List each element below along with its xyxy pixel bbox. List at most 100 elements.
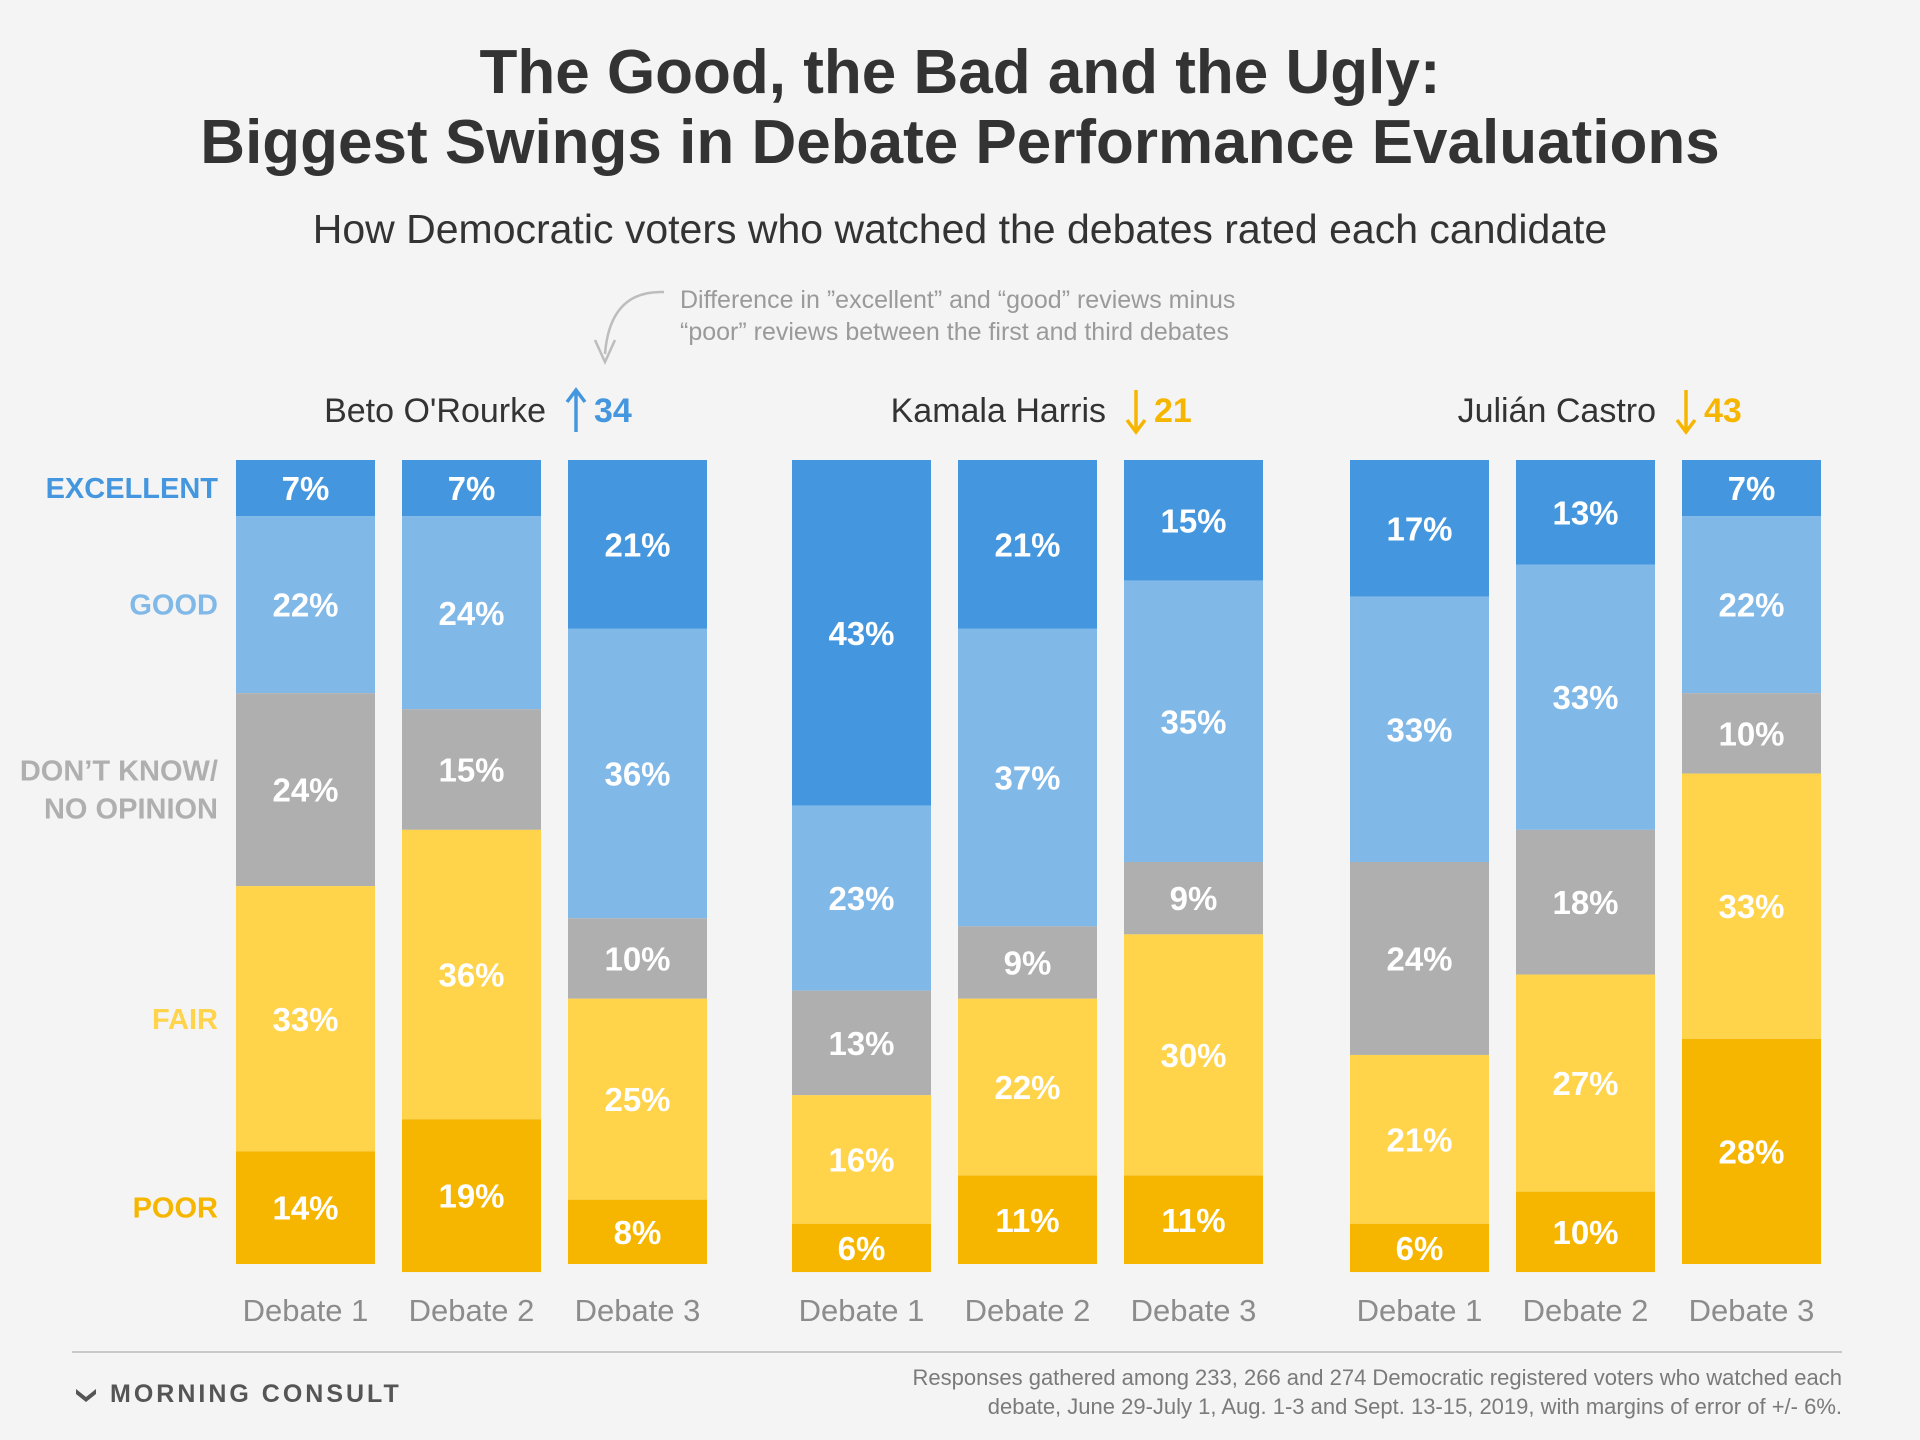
chart-title-line-2: Biggest Swings in Debate Performance Eva… bbox=[200, 108, 1720, 177]
bar-segment-beto-o-rourke-dont_know-debate-3 bbox=[568, 918, 707, 999]
data-label-juli-n-castro-good-debate-1: 33% bbox=[1386, 711, 1452, 748]
change-value-kamala-harris: 21 bbox=[1154, 392, 1192, 430]
bar-segment-kamala-harris-dont_know-debate-1 bbox=[792, 990, 931, 1096]
chart-subtitle: How Democratic voters who watched the de… bbox=[312, 206, 1608, 252]
bar-segment-kamala-harris-fair-debate-3 bbox=[1124, 934, 1263, 1176]
candidate-name-juli-n-castro: Julián Castro bbox=[1458, 392, 1656, 430]
data-label-kamala-harris-poor-debate-3: 11% bbox=[1161, 1202, 1225, 1239]
annotation-line-2: “poor” reviews between the first and thi… bbox=[680, 318, 1229, 346]
data-label-beto-o-rourke-poor-debate-3: 8% bbox=[614, 1214, 662, 1251]
x-tick-label-beto-o-rourke-debate-1: Debate 1 bbox=[243, 1293, 369, 1328]
data-label-kamala-harris-dont_know-debate-1: 13% bbox=[828, 1025, 894, 1062]
row-label-poor: POOR bbox=[133, 1193, 218, 1225]
chart-title: The Good, the Bad and the Ugly: Biggest … bbox=[0, 38, 1920, 178]
data-label-beto-o-rourke-fair-debate-2: 36% bbox=[438, 957, 504, 994]
bar-segment-kamala-harris-poor-debate-2 bbox=[958, 1175, 1097, 1264]
bar-segment-beto-o-rourke-dont_know-debate-1 bbox=[236, 693, 375, 887]
logo: MORNING CONSULT bbox=[74, 1380, 402, 1409]
data-label-beto-o-rourke-fair-debate-3: 25% bbox=[604, 1081, 670, 1118]
x-tick-label-kamala-harris-debate-3: Debate 3 bbox=[1131, 1293, 1257, 1328]
data-label-beto-o-rourke-dont_know-debate-2: 15% bbox=[438, 752, 504, 789]
bar-segment-juli-n-castro-good-debate-1 bbox=[1350, 596, 1489, 862]
data-label-juli-n-castro-excellent-debate-1: 17% bbox=[1386, 510, 1452, 547]
x-tick-label-kamala-harris-debate-1: Debate 1 bbox=[799, 1293, 925, 1328]
row-label-fair: FAIR bbox=[152, 1004, 218, 1036]
bar-segment-beto-o-rourke-dont_know-debate-2 bbox=[402, 709, 541, 830]
x-tick-label-beto-o-rourke-debate-3: Debate 3 bbox=[575, 1293, 701, 1328]
data-label-kamala-harris-excellent-debate-3: 15% bbox=[1160, 502, 1226, 539]
data-label-juli-n-castro-dont_know-debate-2: 18% bbox=[1552, 884, 1618, 921]
data-label-beto-o-rourke-excellent-debate-1: 7% bbox=[282, 470, 330, 507]
data-label-beto-o-rourke-poor-debate-2: 19% bbox=[438, 1178, 504, 1215]
data-label-kamala-harris-dont_know-debate-2: 9% bbox=[1004, 945, 1052, 982]
stacked-bar-chart: EXCELLENT GOOD DON’T KNOW/NO OPINION FAIR PO… bbox=[20, 387, 1821, 1328]
data-label-beto-o-rourke-good-debate-2: 24% bbox=[438, 595, 504, 632]
data-label-kamala-harris-fair-debate-2: 22% bbox=[994, 1069, 1060, 1106]
down-arrow-icon bbox=[1675, 390, 1697, 435]
candidate-name-beto-o-rourke: Beto O'Rourke bbox=[324, 392, 546, 430]
data-label-kamala-harris-poor-debate-2: 11% bbox=[995, 1202, 1059, 1239]
bar-segment-beto-o-rourke-good-debate-1 bbox=[236, 516, 375, 694]
data-label-kamala-harris-dont_know-debate-3: 9% bbox=[1170, 880, 1218, 917]
x-tick-label-juli-n-castro-debate-2: Debate 2 bbox=[1523, 1293, 1649, 1328]
data-label-beto-o-rourke-fair-debate-1: 33% bbox=[272, 1001, 338, 1038]
data-label-juli-n-castro-poor-debate-1: 6% bbox=[1396, 1230, 1444, 1267]
bar-segment-beto-o-rourke-poor-debate-2 bbox=[402, 1119, 541, 1273]
bar-segment-beto-o-rourke-good-debate-2 bbox=[402, 516, 541, 710]
bar-segment-kamala-harris-good-debate-1 bbox=[792, 805, 931, 991]
bar-segment-kamala-harris-good-debate-3 bbox=[1124, 580, 1263, 862]
bar-segment-juli-n-castro-fair-debate-1 bbox=[1350, 1054, 1489, 1224]
data-label-kamala-harris-fair-debate-3: 30% bbox=[1160, 1037, 1226, 1074]
row-label-dont_know-line-2: NO OPINION bbox=[44, 794, 218, 826]
footnote-line-1: Responses gathered among 233, 266 and 27… bbox=[912, 1365, 1842, 1390]
data-label-juli-n-castro-fair-debate-3: 33% bbox=[1718, 888, 1784, 925]
bar-segment-kamala-harris-poor-debate-1 bbox=[792, 1223, 931, 1273]
bar-segment-kamala-harris-fair-debate-2 bbox=[958, 998, 1097, 1176]
data-label-beto-o-rourke-dont_know-debate-3: 10% bbox=[604, 940, 670, 977]
bar-segment-juli-n-castro-fair-debate-2 bbox=[1516, 974, 1655, 1192]
x-tick-label-juli-n-castro-debate-1: Debate 1 bbox=[1357, 1293, 1483, 1328]
data-label-juli-n-castro-good-debate-3: 22% bbox=[1718, 587, 1784, 624]
bar-segment-beto-o-rourke-fair-debate-3 bbox=[568, 998, 707, 1200]
data-label-juli-n-castro-good-debate-2: 33% bbox=[1552, 679, 1618, 716]
bar-segment-kamala-harris-good-debate-2 bbox=[958, 628, 1097, 927]
chart-title-line-1: The Good, the Bad and the Ugly: bbox=[479, 38, 1441, 107]
down-arrow-icon bbox=[1125, 390, 1147, 435]
candidate-name-kamala-harris: Kamala Harris bbox=[891, 392, 1106, 430]
bar-segment-juli-n-castro-poor-debate-1 bbox=[1350, 1223, 1489, 1273]
data-label-juli-n-castro-poor-debate-2: 10% bbox=[1552, 1214, 1618, 1251]
bar-segment-beto-o-rourke-fair-debate-1 bbox=[236, 886, 375, 1152]
data-label-kamala-harris-fair-debate-1: 16% bbox=[828, 1141, 894, 1178]
data-label-kamala-harris-excellent-debate-1: 43% bbox=[828, 615, 894, 652]
bar-segment-juli-n-castro-excellent-debate-1 bbox=[1350, 460, 1489, 597]
data-label-beto-o-rourke-good-debate-1: 22% bbox=[272, 587, 338, 624]
bar-segment-kamala-harris-excellent-debate-2 bbox=[958, 460, 1097, 629]
data-label-beto-o-rourke-good-debate-3: 36% bbox=[604, 756, 670, 793]
row-label-excellent: EXCELLENT bbox=[46, 473, 219, 505]
data-label-beto-o-rourke-dont_know-debate-1: 24% bbox=[272, 772, 338, 809]
bar-segment-beto-o-rourke-excellent-debate-2 bbox=[402, 460, 541, 517]
bar-segment-juli-n-castro-good-debate-3 bbox=[1682, 516, 1821, 694]
footnote: Responses gathered among 233, 266 and 27… bbox=[742, 1363, 1842, 1421]
data-label-kamala-harris-good-debate-3: 35% bbox=[1160, 703, 1226, 740]
morning-consult-logo-icon bbox=[76, 1388, 96, 1402]
bar-segment-beto-o-rourke-poor-debate-1 bbox=[236, 1151, 375, 1264]
bar-segment-juli-n-castro-excellent-debate-2 bbox=[1516, 460, 1655, 565]
annotation-note: Difference in ”excellent” and “good” rev… bbox=[680, 284, 1320, 348]
bar-segment-beto-o-rourke-excellent-debate-1 bbox=[236, 460, 375, 517]
data-label-juli-n-castro-poor-debate-3: 28% bbox=[1718, 1133, 1784, 1170]
bar-segment-juli-n-castro-dont_know-debate-2 bbox=[1516, 829, 1655, 975]
bar-segment-kamala-harris-dont_know-debate-3 bbox=[1124, 862, 1263, 935]
bar-segment-beto-o-rourke-good-debate-3 bbox=[568, 628, 707, 919]
annotation-arrow-icon bbox=[593, 290, 665, 366]
bar-segment-juli-n-castro-poor-debate-2 bbox=[1516, 1191, 1655, 1273]
x-tick-label-kamala-harris-debate-2: Debate 2 bbox=[965, 1293, 1091, 1328]
data-label-beto-o-rourke-excellent-debate-3: 21% bbox=[604, 526, 670, 563]
data-label-kamala-harris-poor-debate-1: 6% bbox=[838, 1230, 886, 1267]
bar-segment-juli-n-castro-dont_know-debate-3 bbox=[1682, 693, 1821, 774]
bar-segment-juli-n-castro-excellent-debate-3 bbox=[1682, 460, 1821, 517]
data-label-kamala-harris-good-debate-2: 37% bbox=[994, 760, 1060, 797]
change-value-beto-o-rourke: 34 bbox=[594, 392, 632, 430]
row-label-good: GOOD bbox=[129, 590, 218, 622]
annotation-line-1: Difference in ”excellent” and “good” rev… bbox=[680, 286, 1236, 314]
